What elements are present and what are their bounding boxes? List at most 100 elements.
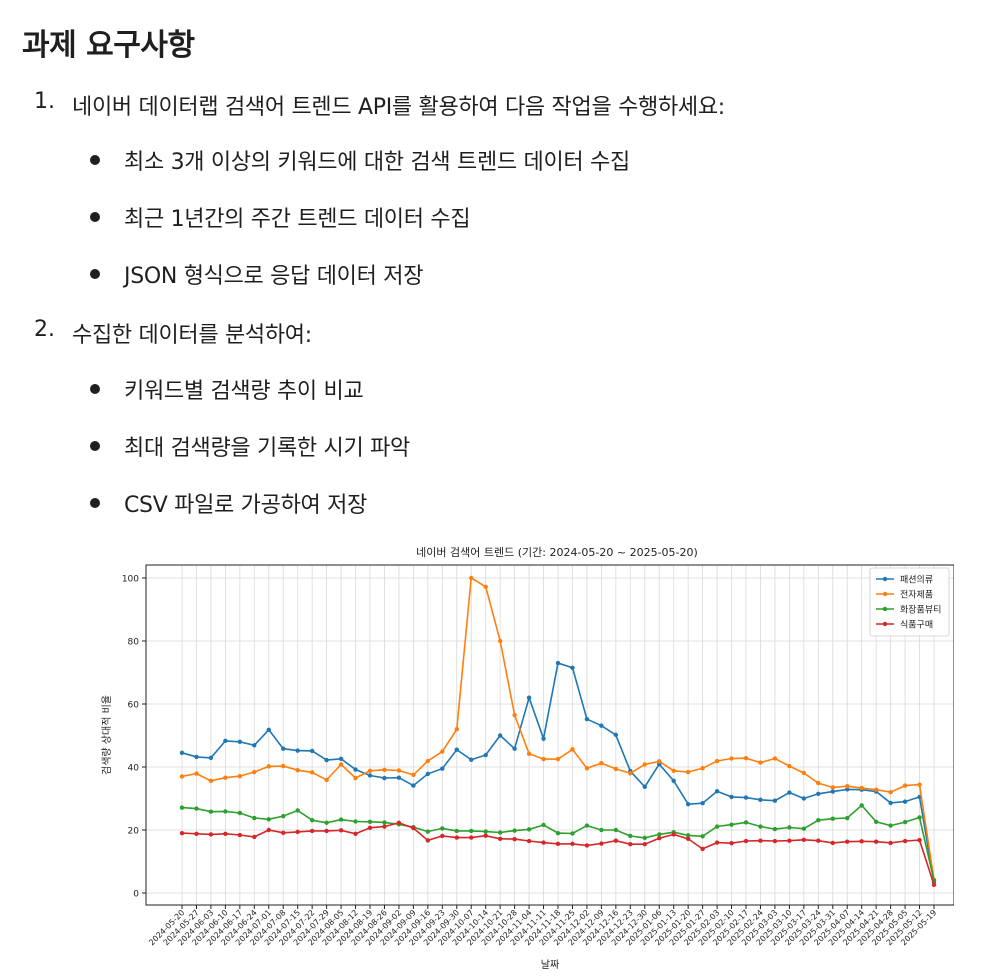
data-point [483, 829, 488, 834]
data-point [729, 756, 734, 761]
data-point [902, 819, 908, 825]
data-point [526, 695, 532, 700]
data-point [440, 833, 445, 839]
data-point [266, 827, 271, 833]
data-point [902, 799, 908, 804]
data-point [642, 762, 647, 767]
legend-label: 화장품뷰티 [900, 605, 941, 616]
data-point [671, 778, 676, 784]
data-point [772, 838, 778, 844]
data-point [252, 834, 257, 840]
data-point [208, 832, 214, 837]
data-point [888, 840, 893, 846]
data-point [570, 665, 575, 670]
data-point [223, 738, 228, 744]
data-point [599, 723, 604, 728]
data-point [512, 828, 517, 833]
data-point [584, 823, 590, 828]
data-point [425, 838, 431, 843]
data-point [584, 716, 590, 722]
bullet-dot [90, 269, 100, 279]
data-point [309, 770, 315, 775]
data-point [845, 839, 850, 844]
data-point [483, 752, 488, 758]
data-point [873, 787, 879, 792]
data-point [411, 783, 416, 788]
bullet-dot [90, 155, 100, 165]
data-point [772, 756, 778, 761]
data-point [367, 768, 373, 773]
data-point [729, 841, 734, 846]
data-point [830, 789, 835, 794]
data-point [194, 806, 199, 811]
data-point [743, 795, 749, 800]
bullet-dot [90, 498, 100, 508]
data-point [613, 838, 619, 843]
data-point [700, 834, 705, 839]
data-point [281, 763, 286, 769]
legend-label: 전자제품 [900, 590, 933, 601]
data-point [816, 818, 821, 823]
legend-marker [882, 606, 888, 612]
data-point [729, 794, 734, 800]
data-point [512, 746, 517, 751]
data-point [743, 755, 749, 761]
data-point [845, 787, 850, 792]
data-point [497, 638, 503, 644]
data-point [628, 771, 633, 776]
data-point [743, 820, 749, 825]
data-point [382, 775, 387, 781]
data-point [440, 826, 445, 831]
series-lines [179, 575, 937, 888]
data-point [469, 575, 474, 581]
data-point [324, 777, 329, 783]
data-point [541, 822, 546, 828]
data-point [642, 835, 647, 841]
data-point [816, 838, 821, 843]
data-point [338, 817, 344, 822]
data-point [252, 815, 257, 821]
y-tick-label: 100 [122, 575, 139, 585]
legend-box [869, 567, 950, 637]
data-point [223, 831, 228, 836]
data-point [859, 803, 864, 808]
data-point [295, 829, 300, 835]
data-point [338, 756, 344, 762]
data-point [830, 840, 835, 846]
data-point [772, 826, 778, 832]
data-point [917, 837, 922, 843]
data-point [281, 830, 286, 836]
data-point [584, 766, 590, 771]
data-point [873, 839, 879, 844]
data-point [685, 836, 691, 842]
data-point [469, 835, 474, 840]
data-point [411, 772, 416, 778]
y-axis: 0 20 40 60 80 100 [122, 575, 146, 900]
task-number: 2. [34, 317, 55, 342]
data-point [497, 830, 503, 835]
legend-marker [882, 591, 888, 597]
data-point [657, 832, 662, 837]
data-point [353, 775, 358, 781]
data-point [295, 808, 300, 813]
data-point [194, 831, 199, 836]
data-point [440, 766, 445, 771]
data-point [685, 833, 691, 838]
data-point [700, 801, 705, 806]
data-point [309, 828, 315, 834]
data-point [873, 819, 879, 825]
data-point [801, 826, 807, 831]
data-point [555, 660, 561, 666]
data-point [223, 775, 228, 780]
data-point [208, 809, 214, 814]
data-point [469, 757, 474, 762]
data-point [859, 839, 864, 844]
data-point [642, 841, 647, 847]
data-point [483, 833, 488, 838]
task-text: 수집한 데이터를 분석하여: [72, 323, 312, 348]
data-point [700, 846, 705, 852]
data-point [194, 754, 199, 760]
data-point [179, 805, 185, 810]
data-point [787, 790, 792, 795]
data-point [179, 830, 185, 836]
